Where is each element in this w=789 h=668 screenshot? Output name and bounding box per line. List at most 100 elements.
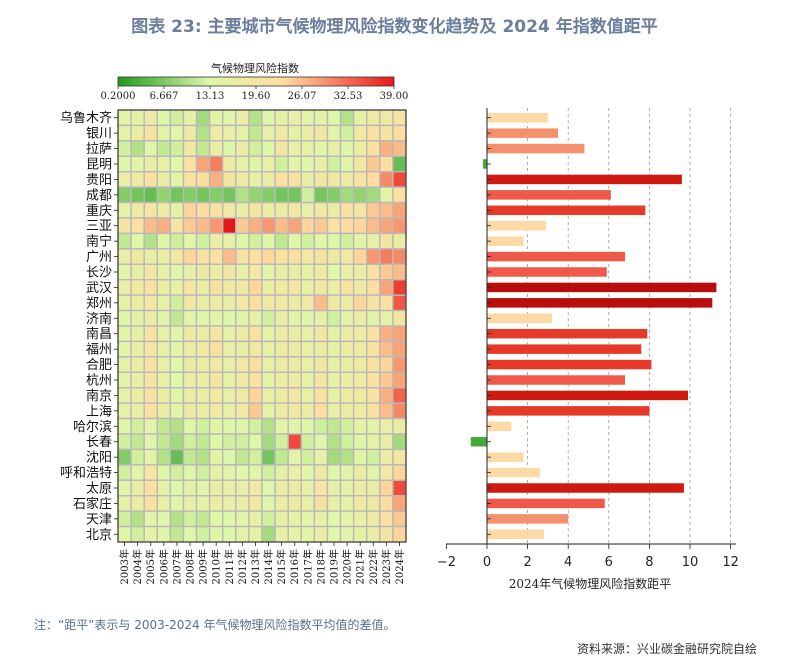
heatmap-cell xyxy=(366,325,381,343)
bar xyxy=(487,529,544,540)
heatmap-cell xyxy=(274,510,289,528)
heatmap-cell xyxy=(339,510,355,528)
bar xyxy=(487,267,607,277)
heatmap-cell xyxy=(143,479,158,497)
heatmap-cell xyxy=(130,263,145,281)
heatmap-cell xyxy=(169,495,185,512)
heatmap-column-label: 2011年 xyxy=(223,549,236,584)
heatmap-cell xyxy=(379,186,394,204)
heatmap-cell xyxy=(222,356,237,373)
heatmap-column-label: 2014年 xyxy=(262,549,275,584)
heatmap-cell xyxy=(313,433,329,451)
heatmap-row-label: 银川 xyxy=(86,127,112,142)
heatmap-cell xyxy=(195,356,211,373)
heatmap-cell xyxy=(300,371,316,389)
heatmap-cell xyxy=(313,263,329,281)
heatmap-cell xyxy=(130,186,145,204)
heatmap-cell xyxy=(222,186,237,204)
heatmap-cell xyxy=(169,402,185,420)
heatmap-cell xyxy=(287,387,302,404)
heatmap-cell xyxy=(235,263,250,281)
heatmap-cell xyxy=(313,448,329,466)
heatmap-cell xyxy=(169,417,185,435)
heatmap-cell xyxy=(222,248,237,265)
heatmap-cell xyxy=(352,448,368,466)
heatmap-cell xyxy=(352,479,368,497)
heatmap-cell xyxy=(182,510,198,528)
heatmap-cell xyxy=(182,279,198,296)
heatmap-cell xyxy=(156,186,172,204)
heatmap-cell xyxy=(156,495,172,512)
heatmap-cell xyxy=(169,294,185,312)
heatmap-cell xyxy=(169,340,185,358)
bar-chart-x-tick-label: 8 xyxy=(645,555,653,570)
heatmap-cell xyxy=(339,294,355,312)
heatmap-cell xyxy=(287,294,302,312)
heatmap-cell xyxy=(339,248,355,265)
heatmap-cell xyxy=(300,387,316,404)
heatmap-cell xyxy=(300,479,316,497)
heatmap-row-label: 长春 xyxy=(86,435,112,450)
heatmap-cell xyxy=(326,279,342,296)
heatmap-cell xyxy=(274,495,289,512)
heatmap-cell xyxy=(366,371,381,389)
heatmap-cell xyxy=(261,464,276,481)
heatmap-cell xyxy=(313,525,329,543)
heatmap-cell xyxy=(366,387,381,404)
heatmap-cell xyxy=(169,232,185,250)
heatmap-cell xyxy=(143,387,158,404)
heatmap-cell xyxy=(195,325,211,343)
heatmap-cell xyxy=(156,109,172,127)
heatmap-column-label: 2007年 xyxy=(170,549,183,584)
heatmap-cell xyxy=(130,124,145,142)
heatmap-row-label: 重庆 xyxy=(86,203,112,219)
heatmap-cell xyxy=(222,495,237,512)
heatmap-cell xyxy=(379,340,394,358)
bar xyxy=(487,205,646,216)
heatmap-cell xyxy=(143,186,158,204)
heatmap-cell xyxy=(143,309,158,327)
heatmap-cell xyxy=(222,294,237,312)
heatmap-row-label: 成都 xyxy=(86,188,112,203)
heatmap-cell xyxy=(326,201,342,219)
heatmap-cell xyxy=(235,309,250,327)
heatmap-cell xyxy=(182,479,198,497)
heatmap-cell xyxy=(222,340,237,358)
heatmap-cell xyxy=(261,495,276,512)
heatmap-column-label: 2021年 xyxy=(354,549,367,584)
heatmap-cell xyxy=(195,309,211,327)
heatmap-cell xyxy=(143,294,158,312)
heatmap-cell xyxy=(208,433,224,451)
heatmap-cell xyxy=(300,294,316,312)
heatmap-cell xyxy=(182,371,198,389)
heatmap-cell xyxy=(235,495,250,512)
heatmap-cell xyxy=(339,232,355,250)
heatmap-cell xyxy=(352,201,368,219)
heatmap-cell xyxy=(352,325,368,343)
heatmap-cell xyxy=(143,171,158,188)
heatmap-cell xyxy=(366,479,381,497)
heatmap-cell xyxy=(326,495,342,512)
heatmap-row-label: 天津 xyxy=(86,512,112,527)
heatmap-cell xyxy=(130,479,145,497)
bar xyxy=(487,174,682,185)
heatmap-cell xyxy=(300,232,316,250)
heatmap-cell xyxy=(208,186,224,204)
heatmap-cell xyxy=(326,525,342,543)
heatmap-cell xyxy=(222,417,237,435)
heatmap-cell xyxy=(248,371,263,389)
heatmap-cell xyxy=(195,402,211,420)
heatmap-cell xyxy=(235,464,250,481)
heatmap-cell xyxy=(248,186,263,204)
heatmap-cell xyxy=(143,217,158,235)
heatmap-cell xyxy=(274,371,289,389)
heatmap-cell xyxy=(143,124,158,142)
heatmap-cell xyxy=(339,448,355,466)
heatmap-cell xyxy=(195,495,211,512)
bar xyxy=(470,436,487,447)
heatmap-cell xyxy=(379,279,394,296)
heatmap-cell xyxy=(366,279,381,296)
heatmap-cell xyxy=(208,263,224,281)
heatmap-cell xyxy=(366,417,381,435)
heatmap-cell xyxy=(235,279,250,296)
